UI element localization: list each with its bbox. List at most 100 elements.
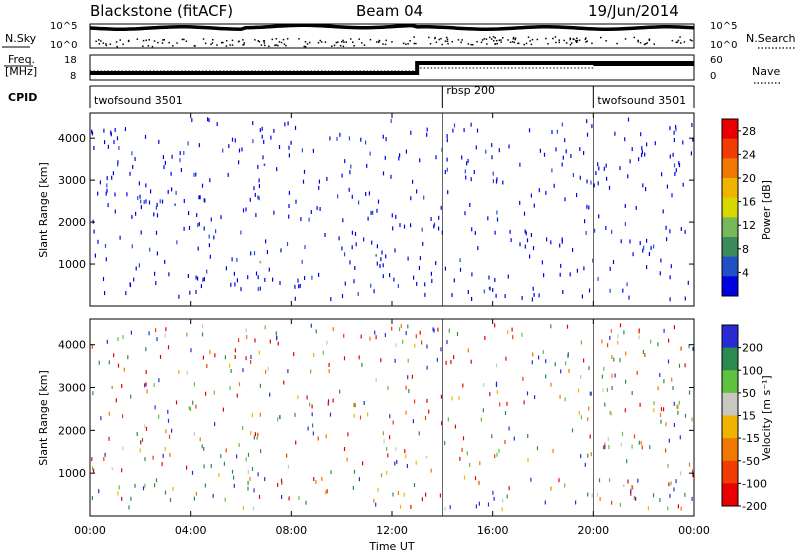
velocity-noise-cell	[602, 388, 604, 392]
colorbar-swatch	[722, 276, 738, 297]
velocity-noise-cell	[238, 338, 240, 343]
velocity-noise-cell	[140, 440, 142, 445]
velocity-noise-cell	[680, 346, 682, 351]
velocity-noise-cell	[449, 505, 451, 510]
power-noise-cell	[253, 251, 256, 256]
nsearch-point	[570, 42, 573, 44]
nsearch-point	[216, 44, 218, 46]
power-noise-cell	[583, 266, 585, 271]
power-noise-cell	[176, 240, 178, 245]
velocity-noise-cell	[623, 330, 625, 335]
power-noise-cell	[433, 224, 435, 229]
nsearch-point	[358, 38, 360, 40]
nsearch-point	[679, 36, 681, 38]
power-noise-cell	[106, 188, 108, 193]
power-noise-cell	[642, 248, 644, 253]
power-noise-cell	[163, 165, 165, 170]
velocity-noise-cell	[641, 445, 643, 450]
power-noise-cell	[626, 282, 628, 287]
nsearch-point	[176, 42, 178, 44]
power-noise-cell	[302, 179, 305, 184]
colorbar-tick-label: 20	[742, 172, 756, 185]
velocity-noise-cell	[254, 432, 256, 437]
y-tick-label: 4000	[58, 132, 86, 145]
power-noise-cell	[106, 176, 108, 181]
velocity-noise-cell	[264, 477, 266, 482]
velocity-noise-cell	[657, 386, 659, 391]
power-noise-cell	[215, 229, 217, 234]
power-noise-cell	[204, 198, 206, 203]
power-noise-cell	[653, 244, 655, 249]
power-noise-cell	[103, 128, 105, 133]
power-noise-cell	[572, 247, 574, 252]
velocity-noise-cell	[668, 482, 670, 487]
power-noise-cell	[365, 140, 367, 145]
velocity-noise-cell	[307, 426, 309, 431]
velocity-noise-cell	[688, 390, 691, 395]
velocity-noise-cell	[637, 478, 639, 483]
power-noise-cell	[395, 214, 397, 219]
velocity-noise-cell	[311, 404, 313, 409]
x-tick-label: 12:00	[376, 524, 408, 537]
velocity-noise-cell	[245, 356, 247, 361]
nave-tick-top: 60	[710, 55, 723, 66]
velocity-noise-cell	[220, 454, 222, 459]
velocity-noise-cell	[550, 382, 552, 387]
power-noise-cell	[264, 277, 266, 282]
power-noise-cell	[300, 217, 302, 222]
nsearch-point	[407, 43, 409, 45]
velocity-noise-cell	[392, 492, 394, 497]
power-noise-cell	[161, 199, 164, 204]
velocity-noise-cell	[677, 404, 679, 409]
power-noise-cell	[463, 128, 465, 133]
freq-tick-bottom: 8	[70, 71, 76, 82]
nsearch-point	[350, 38, 352, 40]
nsearch-point	[554, 36, 557, 38]
power-noise-cell	[673, 130, 675, 135]
velocity-noise-cell	[367, 412, 369, 417]
nsearch-point	[286, 38, 289, 40]
power-noise-cell	[104, 291, 106, 296]
power-noise-cell	[270, 135, 272, 140]
nsearch-point	[264, 44, 266, 47]
velocity-noise-cell	[667, 463, 669, 468]
velocity-noise-cell	[608, 445, 610, 450]
velocity-noise-cell	[305, 500, 307, 505]
power-noise-cell	[210, 217, 212, 222]
velocity-noise-cell	[410, 504, 412, 509]
nsearch-point	[545, 37, 547, 40]
power-noise-cell	[113, 140, 115, 145]
power-noise-cell	[538, 188, 540, 193]
velocity-noise-cell	[231, 469, 234, 474]
velocity-noise-cell	[108, 411, 110, 416]
velocity-noise-cell	[286, 453, 288, 458]
nsearch-point	[441, 43, 443, 46]
velocity-noise-cell	[444, 506, 446, 511]
date-label: 19/Jun/2014	[588, 2, 679, 20]
velocity-noise-cell	[636, 370, 638, 375]
velocity-cell	[111, 386, 113, 389]
power-noise-cell	[631, 147, 633, 152]
power-noise-cell	[569, 272, 571, 277]
velocity-noise-cell	[558, 478, 560, 483]
velocity-noise-cell	[347, 432, 349, 437]
power-noise-cell	[559, 243, 561, 248]
power-noise-cell	[234, 282, 236, 287]
power-noise-cell	[446, 138, 448, 143]
power-noise-cell	[438, 215, 440, 220]
velocity-noise-cell	[396, 459, 398, 464]
velocity-noise-cell	[398, 327, 401, 332]
velocity-noise-cell	[631, 485, 633, 490]
power-noise-cell	[284, 122, 286, 127]
power-noise-cell	[588, 288, 591, 293]
power-noise-cell	[288, 204, 290, 208]
power-noise-cell	[155, 205, 157, 210]
power-noise-cell	[519, 162, 521, 167]
power-noise-cell	[348, 136, 350, 141]
velocity-noise-cell	[164, 333, 166, 338]
power-noise-cell	[196, 213, 198, 218]
power-noise-cell	[391, 213, 393, 218]
velocity-noise-cell	[511, 327, 513, 332]
power-noise-cell	[301, 148, 303, 153]
power-noise-cell	[531, 297, 533, 302]
